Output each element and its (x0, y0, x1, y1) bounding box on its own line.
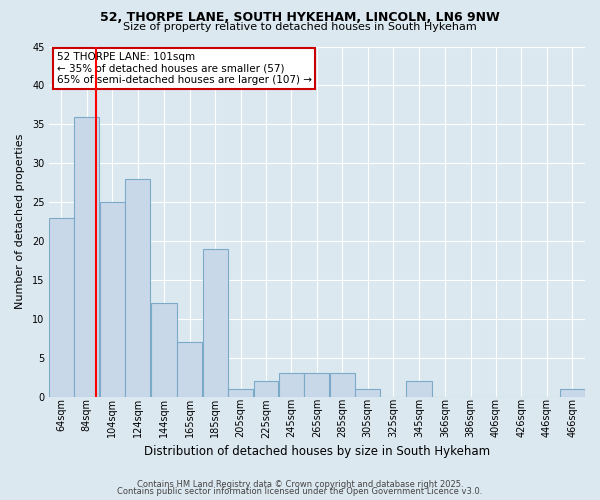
Text: Contains public sector information licensed under the Open Government Licence v3: Contains public sector information licen… (118, 487, 482, 496)
Bar (228, 389, 253, 396)
Bar (355, 389, 380, 396)
Bar (151, 304, 176, 396)
Bar (560, 389, 584, 396)
Bar (100, 202, 125, 396)
Bar (178, 342, 202, 396)
Text: Contains HM Land Registry data © Crown copyright and database right 2025.: Contains HM Land Registry data © Crown c… (137, 480, 463, 489)
Bar (74, 116, 99, 396)
X-axis label: Distribution of detached houses by size in South Hykeham: Distribution of detached houses by size … (144, 444, 490, 458)
Y-axis label: Number of detached properties: Number of detached properties (15, 134, 25, 310)
Bar (304, 374, 329, 396)
Bar (49, 218, 74, 396)
Text: 52, THORPE LANE, SOUTH HYKEHAM, LINCOLN, LN6 9NW: 52, THORPE LANE, SOUTH HYKEHAM, LINCOLN,… (100, 11, 500, 24)
Bar (125, 179, 150, 396)
Bar (203, 249, 227, 396)
Bar (330, 374, 355, 396)
Text: 52 THORPE LANE: 101sqm
← 35% of detached houses are smaller (57)
65% of semi-det: 52 THORPE LANE: 101sqm ← 35% of detached… (56, 52, 311, 85)
Bar (254, 381, 278, 396)
Bar (406, 381, 432, 396)
Text: Size of property relative to detached houses in South Hykeham: Size of property relative to detached ho… (123, 22, 477, 32)
Bar (279, 374, 304, 396)
